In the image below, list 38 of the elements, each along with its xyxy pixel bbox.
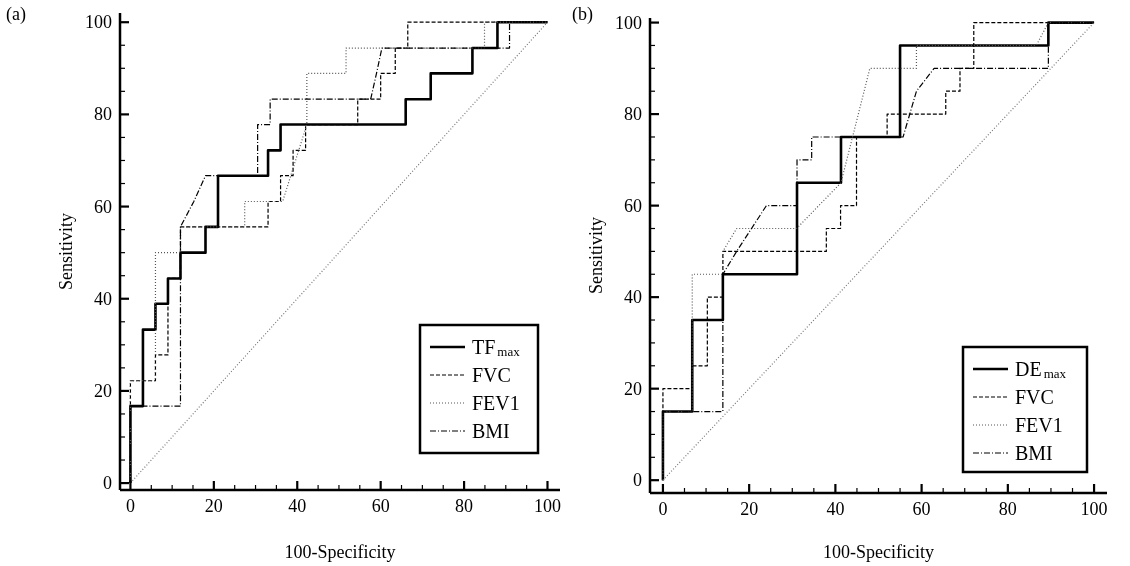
legend-label: FEV1 [1015, 414, 1063, 436]
y-tick-label: 80 [94, 104, 112, 125]
x-tick-label: 40 [826, 499, 845, 519]
legend-label: BMI [472, 420, 510, 442]
legend-label: FVC [1015, 386, 1054, 408]
y-tick-label: 0 [633, 470, 642, 491]
x-axis-title: 100-Specificity [284, 542, 396, 562]
y-tick-label: 60 [624, 195, 642, 216]
legend-label: FVC [472, 364, 511, 386]
legend-label: BMI [1015, 442, 1053, 464]
y-tick-label: 100 [615, 12, 642, 33]
x-tick-label: 60 [371, 496, 390, 516]
x-tick-label: 100 [1080, 499, 1108, 519]
x-tick-label: 20 [204, 496, 223, 516]
x-tick-label: 0 [658, 499, 668, 519]
y-tick-label: 20 [624, 378, 642, 399]
y-tick-label: 100 [85, 12, 112, 33]
y-tick-label: 40 [94, 288, 112, 309]
x-axis-title: 100-Specificity [823, 542, 934, 562]
y-tick-label: 40 [624, 287, 642, 308]
x-tick-label: 20 [740, 499, 759, 519]
x-tick-label: 80 [998, 499, 1017, 519]
y-tick-label: 60 [94, 196, 112, 217]
x-tick-label: 80 [455, 496, 474, 516]
x-tick-label: 100 [533, 496, 561, 516]
y-tick-label: 80 [624, 104, 642, 125]
chart-title: (a) [6, 4, 26, 25]
y-tick-label: 20 [94, 380, 112, 401]
y-tick-label: 0 [103, 473, 112, 494]
legend-label: TF$_{max}$ [472, 336, 521, 359]
legend-label: FEV1 [472, 392, 520, 414]
y-axis-title: Sensitivity [56, 212, 76, 291]
y-axis-title: Sensitivity [586, 216, 606, 295]
x-tick-label: 60 [912, 499, 931, 519]
x-tick-label: 40 [288, 496, 307, 516]
x-tick-label: 0 [125, 496, 135, 516]
legend-label: DE$_{max}$ [1015, 358, 1067, 381]
chart-title: (b) [572, 4, 593, 25]
